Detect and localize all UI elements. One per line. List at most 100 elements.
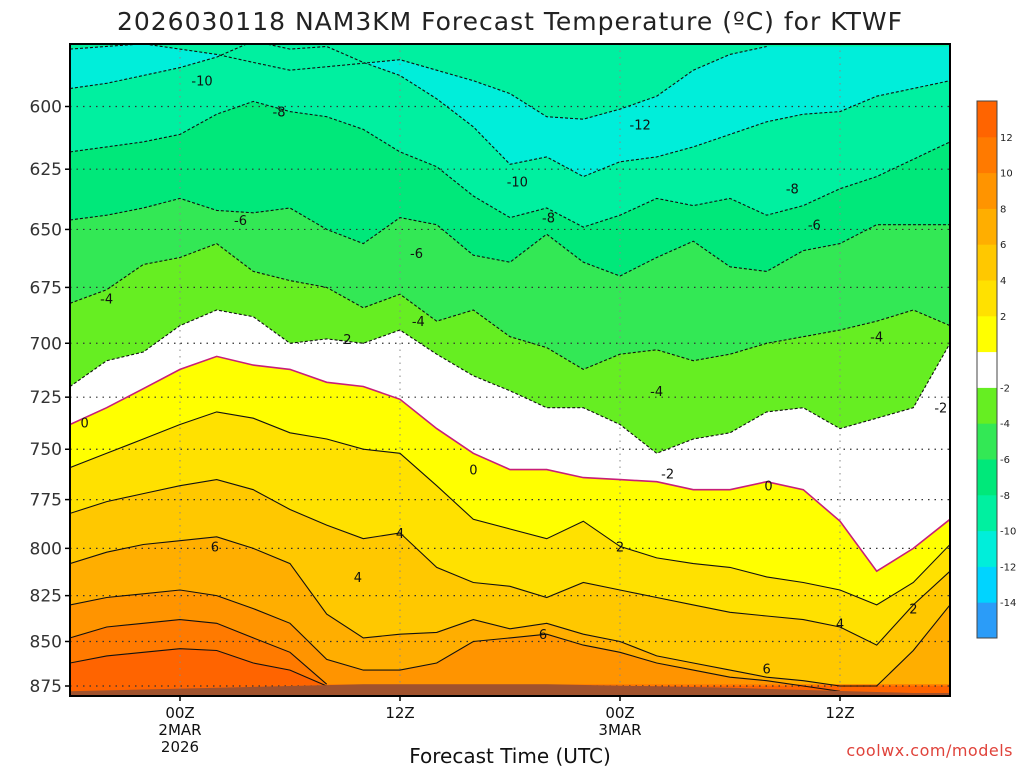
contour-label: 0 [764, 480, 772, 495]
x-axis: 00Z2MAR202612Z00Z3MAR12Z00Z4MAR [158, 696, 855, 756]
contour-label: 2 [909, 603, 917, 618]
contour-label: 0 [81, 416, 89, 431]
plot-area: -10 -8 -12 -10 -8 -6 -8 -6 -6 -4 -4 -2 -4 -4 -2 0 0 0 -2 0 4… [70, 44, 1018, 696]
colorbar-label: 4 [1000, 276, 1006, 287]
colorbar-label: -12 [1000, 562, 1016, 573]
y-tick-label: 850 [30, 632, 62, 652]
y-tick-label: 825 [30, 587, 62, 607]
contour-label: 0 [469, 464, 477, 479]
contour-lines [70, 44, 950, 692]
colorbar-label: 8 [1000, 204, 1006, 215]
colorbar-swatch [977, 530, 997, 567]
contour-label: 6 [763, 662, 771, 677]
colorbar-label: 12 [1000, 133, 1013, 144]
contour-line-10 [70, 619, 328, 685]
contour-label: 0 [1010, 439, 1018, 454]
contour-label: -4 [650, 385, 663, 400]
contour-line--8 [70, 100, 950, 228]
colorbar-swatch [977, 566, 997, 603]
contour-label: -4 [100, 293, 113, 308]
y-axis: 600 625 650 675 700 725 750 775 800 825 850 875 [30, 98, 70, 697]
y-tick-label: 800 [30, 539, 62, 559]
colorbar-swatch [977, 244, 997, 281]
contour-label: -8 [542, 212, 555, 227]
y-tick-label: 700 [30, 334, 62, 354]
temperature-band-above-12 [70, 648, 950, 696]
colorbar-swatch [977, 208, 997, 245]
chart-title: 2026030118 NAM3KM Forecast Temperature (… [117, 7, 903, 36]
contour-line--4 [70, 242, 950, 371]
credit-text: coolwx.com/models [846, 741, 1013, 760]
colorbar-label: -2 [1000, 383, 1010, 394]
y-tick-label: 875 [30, 677, 62, 697]
contour-label: 4 [836, 617, 844, 632]
contour-label: -2 [661, 468, 674, 483]
contour-line-12 [70, 648, 327, 687]
contour-line-8 [70, 589, 841, 692]
colorbar-label: -6 [1000, 455, 1010, 466]
contour-label: -10 [191, 75, 212, 90]
colorbar-swatch [977, 280, 997, 317]
colorbar-swatch [977, 387, 997, 424]
colorbar-label: -8 [1000, 491, 1010, 502]
x-tick-label: 00Z [165, 704, 194, 722]
contour-labels: -10 -8 -12 -10 -8 -6 -8 -6 -6 -4 -4 -2 -4 -4 -2 0 0 0 -2 0 4… [81, 75, 1018, 678]
contour-label: -4 [870, 331, 883, 346]
temperature-fills [70, 44, 950, 696]
y-tick-label: 750 [30, 440, 62, 460]
y-tick-label: 775 [30, 491, 62, 511]
x-axis-label: Forecast Time (UTC) [409, 744, 611, 768]
y-tick-label: 725 [30, 388, 62, 408]
colorbar-swatch [977, 602, 997, 639]
colorbar-label: 6 [1000, 240, 1006, 251]
terrain-ground [70, 684, 950, 696]
x-tick-label: 2026 [161, 738, 199, 756]
colorbar-label: -10 [1000, 527, 1016, 538]
colorbar-swatch [977, 494, 997, 532]
contour-line-4 [70, 479, 950, 646]
colorbar-swatch [977, 351, 997, 388]
colorbar-swatch [977, 423, 997, 460]
colorbar-label: -14 [1000, 598, 1016, 609]
contour-label: 4 [396, 527, 404, 542]
y-tick-label: 650 [30, 220, 62, 240]
colorbar: -14 -12 -10 -8 -6 -4 -2 2 4 6 8 10 12 [976, 100, 1016, 639]
contour-label: 2 [616, 540, 624, 555]
plot-frame [69, 43, 951, 697]
x-tick-label: 12Z [385, 704, 414, 722]
contour-label: -2 [339, 333, 352, 348]
contour-line-6 [70, 536, 950, 687]
contour-label: -6 [410, 247, 423, 262]
colorbar-swatch [977, 459, 997, 496]
y-tick-label: 625 [30, 160, 62, 180]
contour-label: -12 [630, 118, 651, 133]
x-tick-label: 3MAR [598, 721, 641, 739]
contour-line--10 [70, 44, 950, 178]
colorbar-label: -4 [1000, 419, 1010, 430]
terrain-area [70, 684, 950, 696]
contour-label: -10 [507, 175, 528, 190]
contour-label: -8 [273, 106, 286, 121]
contour-label: 6 [539, 628, 547, 643]
contour-label: -2 [934, 402, 947, 417]
contour-label: 6 [211, 540, 219, 555]
colorbar-frame [976, 100, 998, 639]
colorbar-label: 10 [1000, 169, 1013, 180]
contour-line--2 [70, 309, 950, 454]
y-tick-label: 600 [30, 98, 62, 118]
colorbar-swatch [977, 101, 997, 138]
contour-line-0 [70, 355, 950, 573]
colorbar-swatch [977, 315, 997, 353]
colorbar-swatch [977, 172, 997, 209]
contour-label: -4 [412, 315, 425, 330]
contour-label: -8 [786, 183, 799, 198]
y-tick-label: 675 [30, 278, 62, 298]
x-tick-label: 00Z [605, 704, 634, 722]
x-tick-label: 12Z [825, 704, 854, 722]
x-tick-label: 2MAR [158, 721, 201, 739]
colorbar-swatch [977, 136, 997, 174]
contour-line-2 [70, 411, 950, 606]
contour-line--12 [70, 44, 767, 120]
contour-label: -6 [808, 219, 821, 234]
colorbar-label: 2 [1000, 312, 1006, 323]
